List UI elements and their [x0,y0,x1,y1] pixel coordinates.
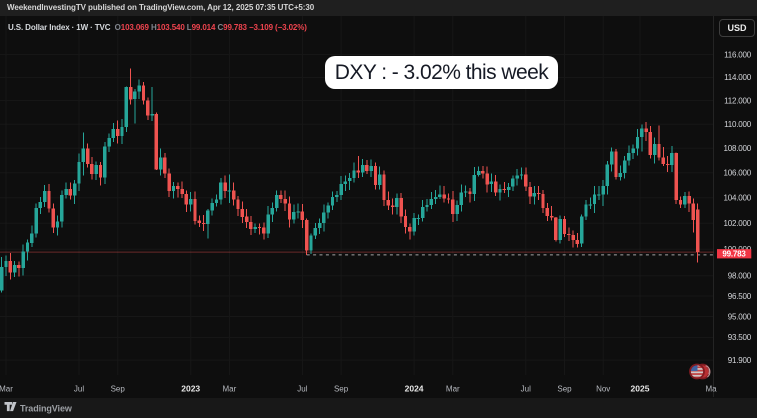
svg-text:98.000: 98.000 [728,272,752,281]
svg-text:Sep: Sep [111,385,126,394]
svg-text:2025: 2025 [631,384,650,394]
svg-text:Mar: Mar [223,385,237,394]
svg-text:95.000: 95.000 [728,312,752,321]
svg-text:Sep: Sep [557,385,572,394]
svg-text:99.783: 99.783 [722,249,746,258]
svg-text:112.000: 112.000 [724,96,752,105]
svg-text:Mar: Mar [0,385,13,394]
svg-text:106.000: 106.000 [723,169,751,178]
svg-text:102.000: 102.000 [723,219,751,228]
svg-text:2024: 2024 [405,384,424,394]
svg-text:96.500: 96.500 [728,292,752,301]
svg-text:Nov: Nov [596,385,610,394]
svg-text:2023: 2023 [181,384,200,394]
svg-text:110.000: 110.000 [724,120,752,129]
svg-text:116.000: 116.000 [724,50,752,59]
svg-text:108.000: 108.000 [723,144,751,153]
svg-text:93.500: 93.500 [728,333,752,342]
svg-text:104.000: 104.000 [723,194,751,203]
svg-text:114.000: 114.000 [724,73,752,82]
svg-text:Jul: Jul [297,385,307,394]
svg-text:Ma: Ma [705,385,717,394]
svg-text:Sep: Sep [334,385,349,394]
svg-text:TradingView: TradingView [20,403,73,413]
svg-text:Jul: Jul [74,385,84,394]
svg-text:Jul: Jul [521,385,531,394]
svg-text:91.900: 91.900 [728,356,752,365]
svg-text:Mar: Mar [446,385,460,394]
